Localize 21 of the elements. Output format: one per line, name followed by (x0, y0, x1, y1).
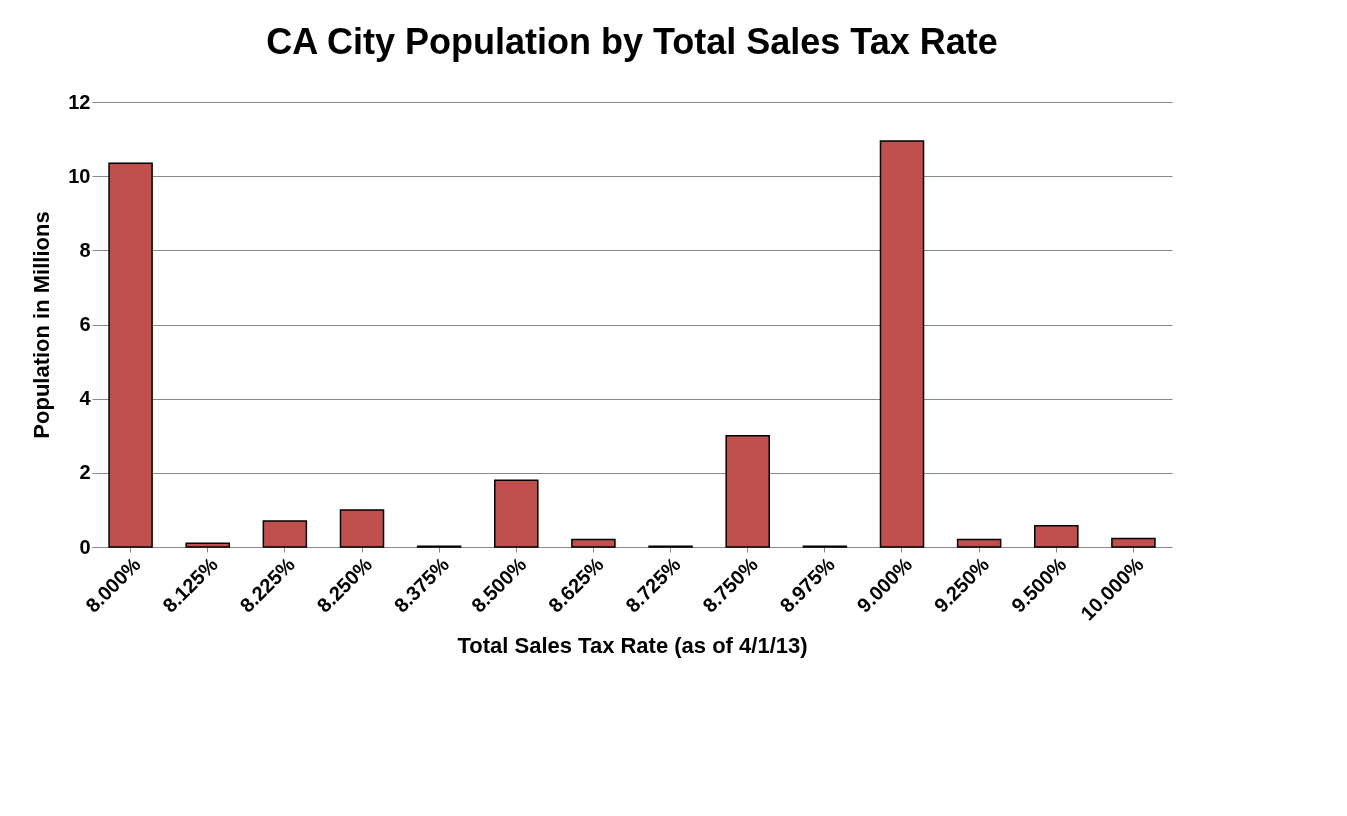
bar (725, 435, 770, 548)
bar (339, 509, 385, 548)
bar (494, 479, 539, 548)
x-axis-title: Total Sales Tax Rate (as of 4/1/13) (457, 633, 808, 659)
y-tick-label: 10 (68, 164, 91, 187)
bar (956, 538, 1002, 548)
bar (1111, 537, 1156, 548)
chart-title: CA City Population by Total Sales Tax Rate (266, 21, 998, 62)
y-tick-label: 12 (68, 90, 91, 113)
y-tick-label: 8 (79, 238, 91, 261)
y-axis-title: Population in Millions (29, 211, 55, 439)
bar (571, 538, 616, 548)
bar (108, 162, 153, 548)
y-tick-label: 2 (79, 461, 91, 484)
bar (185, 542, 230, 548)
y-tick-label: 0 (79, 535, 91, 558)
bar (879, 140, 925, 548)
bar (262, 520, 308, 548)
bar (1034, 525, 1079, 548)
y-tick-label: 6 (79, 313, 91, 335)
y-tick-label: 4 (79, 387, 92, 410)
